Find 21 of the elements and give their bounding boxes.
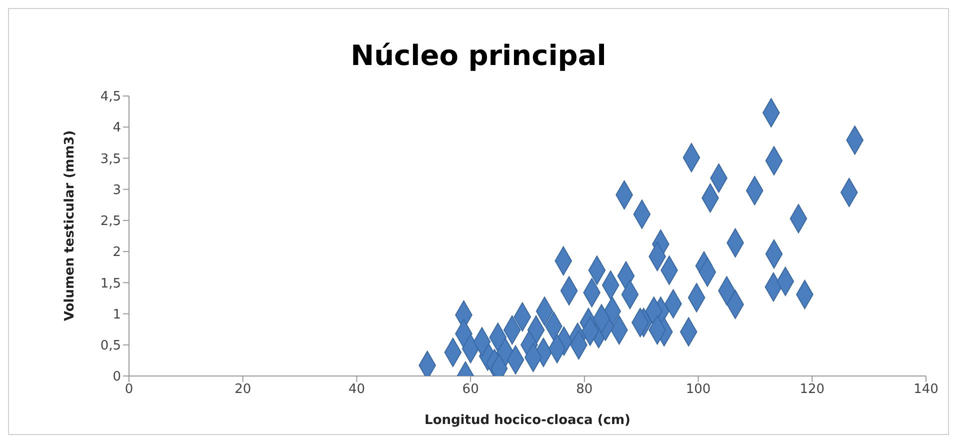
y-axis-title: Volumen testicular (mm3) <box>62 130 78 321</box>
chart-title: Núcleo principal <box>350 38 608 74</box>
x-tick-label: 120 <box>800 382 825 398</box>
y-tick-label: 2 <box>112 245 121 260</box>
x-tick-label: 60 <box>462 382 479 398</box>
x-tick-label: 100 <box>686 382 711 398</box>
x-tick-label: 40 <box>348 382 365 398</box>
x-tick-label: 20 <box>234 382 252 398</box>
y-tick-label: 3 <box>112 182 121 198</box>
x-axis-title: Longitud hocico-cloaca (cm) <box>424 413 630 428</box>
x-tick-label: 140 <box>914 382 938 398</box>
y-tick-label: 1,5 <box>100 276 121 292</box>
y-tick-label: 2,5 <box>100 214 121 230</box>
x-tick-label: 0 <box>124 382 134 398</box>
y-tick-label: 0,5 <box>100 338 121 354</box>
y-tick-label: 3,5 <box>100 152 121 167</box>
y-tick-label: 4 <box>112 120 121 136</box>
y-tick-label: 4,5 <box>100 90 121 105</box>
x-tick-label: 80 <box>576 382 593 398</box>
y-tick-label: 1 <box>112 307 121 322</box>
y-tick-label: 0 <box>112 370 121 385</box>
